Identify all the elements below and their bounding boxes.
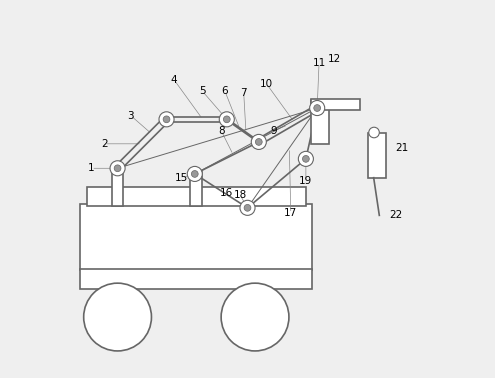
Text: 1: 1 <box>88 163 95 173</box>
Bar <box>80 204 311 270</box>
Text: 17: 17 <box>284 209 297 218</box>
Text: 19: 19 <box>299 177 312 186</box>
Circle shape <box>219 112 234 127</box>
Text: 7: 7 <box>241 88 247 98</box>
Circle shape <box>369 127 379 138</box>
Circle shape <box>298 151 313 166</box>
Bar <box>311 99 360 110</box>
Text: 12: 12 <box>328 54 341 64</box>
Text: 2: 2 <box>101 139 108 149</box>
Text: 5: 5 <box>199 86 205 96</box>
Circle shape <box>223 116 230 123</box>
Circle shape <box>255 138 262 145</box>
Text: 8: 8 <box>218 125 224 136</box>
Bar <box>80 269 311 289</box>
Bar <box>311 101 329 144</box>
Circle shape <box>251 135 266 149</box>
Circle shape <box>314 105 321 112</box>
Circle shape <box>310 101 325 116</box>
Text: 16: 16 <box>220 188 234 198</box>
Circle shape <box>84 283 151 351</box>
Bar <box>368 133 386 178</box>
Text: 15: 15 <box>175 173 188 183</box>
Circle shape <box>187 166 202 181</box>
Circle shape <box>302 155 309 162</box>
Text: 22: 22 <box>390 211 403 220</box>
Circle shape <box>159 112 174 127</box>
Text: 11: 11 <box>312 58 326 68</box>
Circle shape <box>244 204 251 211</box>
Text: 3: 3 <box>127 110 134 121</box>
Bar <box>88 187 306 206</box>
Circle shape <box>221 283 289 351</box>
Circle shape <box>192 170 198 177</box>
Text: 18: 18 <box>233 190 247 200</box>
Text: 6: 6 <box>222 86 228 96</box>
Circle shape <box>163 116 170 123</box>
Bar <box>190 172 201 206</box>
Bar <box>112 168 123 206</box>
Text: 4: 4 <box>171 75 177 85</box>
Text: 21: 21 <box>396 143 408 153</box>
Circle shape <box>240 200 255 215</box>
Text: 10: 10 <box>260 79 273 88</box>
Circle shape <box>110 161 125 176</box>
Circle shape <box>114 165 121 172</box>
Text: 9: 9 <box>271 125 277 136</box>
